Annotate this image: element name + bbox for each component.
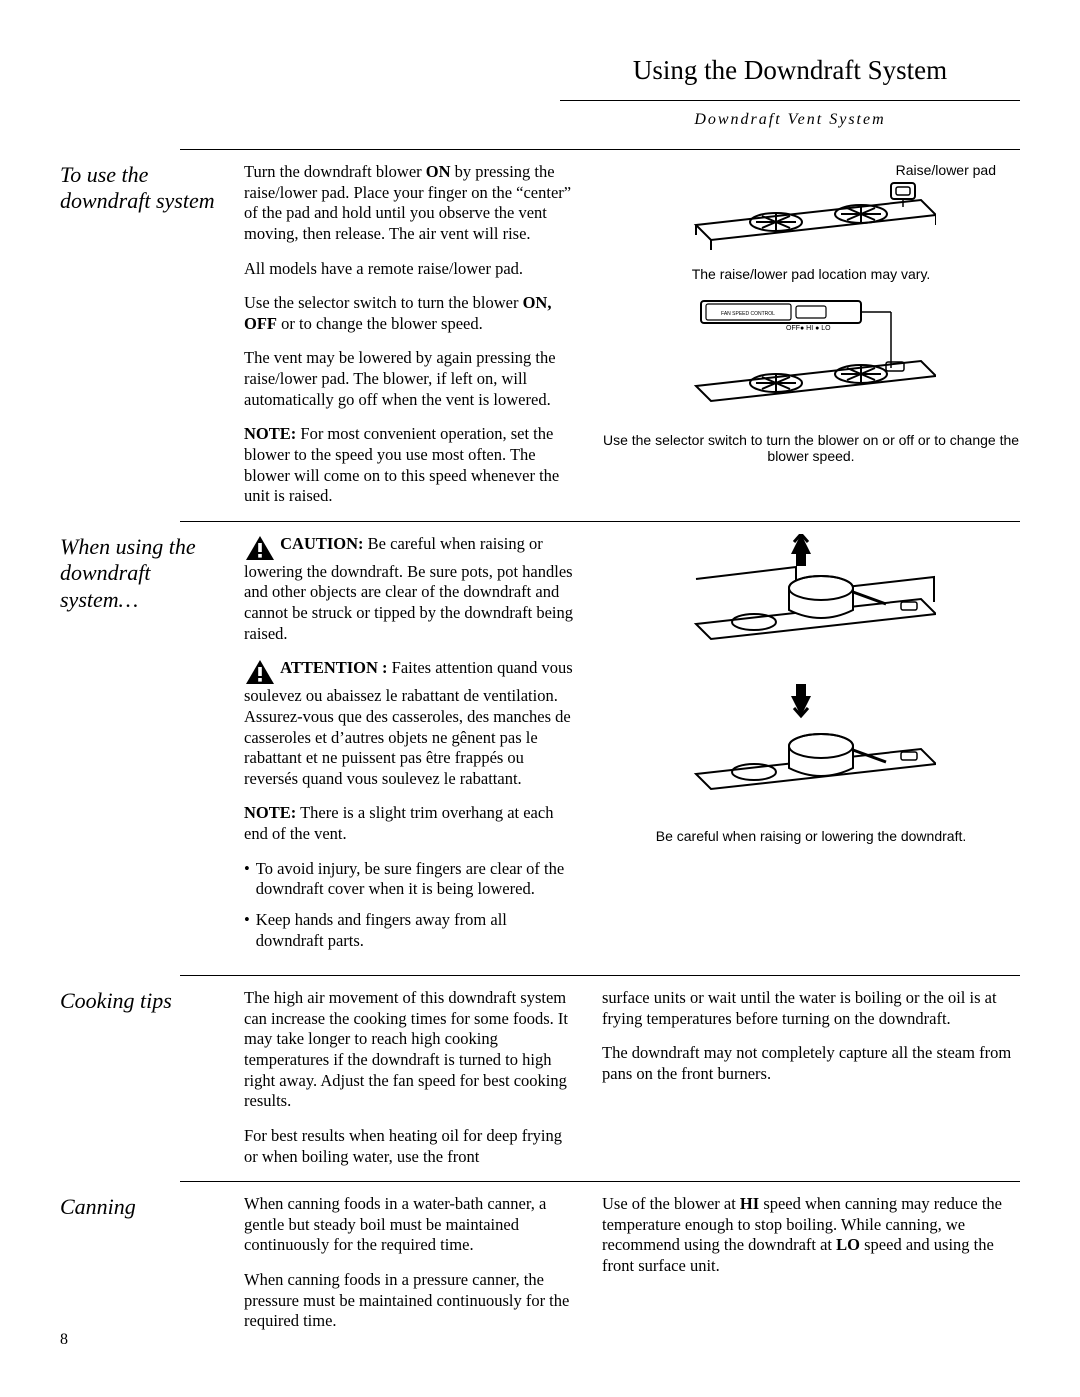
bullet-icon: • — [244, 859, 250, 900]
section-heading: Cooking tips — [60, 988, 226, 1014]
warning-icon — [244, 534, 276, 562]
paragraph: When canning foods in a water-bath canne… — [244, 1194, 574, 1256]
caution-paragraph: CAUTION: Be careful when raising or lowe… — [244, 534, 574, 645]
svg-text:FAN SPEED CONTROL: FAN SPEED CONTROL — [721, 311, 775, 317]
paragraph: All models have a remote raise/lower pad… — [244, 259, 574, 280]
figure-caption: The raise/lower pad location may vary. — [602, 266, 1020, 282]
paragraph: Use of the blower at HI speed when canni… — [602, 1194, 1020, 1277]
section-cooking-tips: Cooking tips The high air movement of th… — [180, 976, 1020, 1182]
selector-illustration: FAN SPEED CONTROL OFF● HI ● LO — [686, 296, 936, 426]
page-header: Using the Downdraft System Downdraft Ven… — [560, 55, 1020, 129]
paragraph: The high air movement of this downdraft … — [244, 988, 574, 1112]
cooktop-illustration — [686, 180, 936, 260]
paragraph: NOTE: For most convenient operation, set… — [244, 424, 574, 507]
section-text: CAUTION: Be careful when raising or lowe… — [244, 534, 574, 961]
paragraph: The vent may be lowered by again pressin… — [244, 348, 574, 410]
note-paragraph: NOTE: There is a slight trim overhang at… — [244, 803, 574, 844]
page-number: 8 — [60, 1331, 226, 1349]
page-title: Using the Downdraft System — [560, 55, 1020, 101]
paragraph: Use the selector switch to turn the blow… — [244, 293, 574, 334]
section-heading: Canning — [60, 1194, 226, 1220]
svg-text:OFF● HI ● LO: OFF● HI ● LO — [786, 325, 831, 332]
section-text: The high air movement of this downdraft … — [244, 988, 574, 1167]
figure-label: Raise/lower pad — [602, 162, 1020, 178]
raising-illustration — [686, 534, 936, 664]
bullet-item: • To avoid injury, be sure fingers are c… — [244, 859, 574, 900]
attention-paragraph: ATTENTION : Faites attention quand vous … — [244, 658, 574, 789]
paragraph: When canning foods in a pressure canner,… — [244, 1270, 574, 1332]
bullet-item: • Keep hands and fingers away from all d… — [244, 910, 574, 951]
paragraph: Turn the downdraft blower ON by pressing… — [244, 162, 574, 245]
section-text-continued: surface units or wait until the water is… — [602, 988, 1020, 1167]
figure-column: Be careful when raising or lowering the … — [602, 534, 1020, 961]
figure-caption: Be careful when raising or lowering the … — [602, 828, 1020, 844]
paragraph: surface units or wait until the water is… — [602, 988, 1020, 1029]
content-sections: To use the downdraft system Turn the dow… — [180, 149, 1020, 1349]
section-heading: To use the downdraft system — [60, 162, 226, 215]
section-text-continued: Use of the blower at HI speed when canni… — [602, 1194, 1020, 1348]
figure-column: Raise/lower pad The raise/lower pad loca… — [602, 162, 1020, 507]
section-when-using: When using the downdraft system… CAUTION… — [180, 522, 1020, 976]
warning-icon — [244, 658, 276, 686]
paragraph: For best results when heating oil for de… — [244, 1126, 574, 1167]
paragraph: The downdraft may not completely capture… — [602, 1043, 1020, 1084]
figure-caption: Use the selector switch to turn the blow… — [602, 432, 1020, 464]
lowering-illustration — [686, 684, 936, 814]
section-heading: When using the downdraft system… — [60, 534, 226, 613]
section-to-use: To use the downdraft system Turn the dow… — [180, 150, 1020, 522]
section-text: Turn the downdraft blower ON by pressing… — [244, 162, 574, 507]
page-subtitle: Downdraft Vent System — [560, 111, 1020, 129]
section-canning: Canning 8 When canning foods in a water-… — [180, 1182, 1020, 1348]
section-text: When canning foods in a water-bath canne… — [244, 1194, 574, 1348]
bullet-icon: • — [244, 910, 250, 951]
